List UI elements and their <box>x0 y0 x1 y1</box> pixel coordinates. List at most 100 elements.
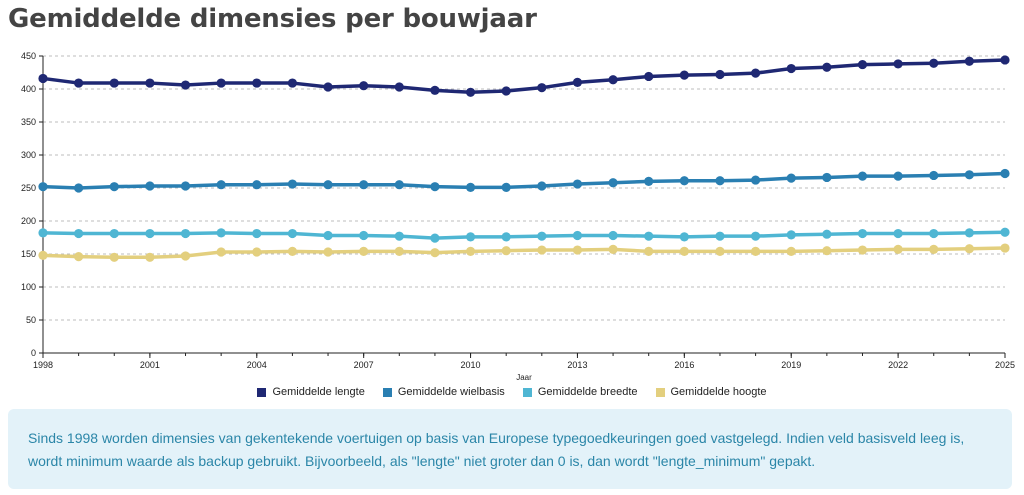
data-point[interactable] <box>964 170 974 180</box>
data-point[interactable] <box>323 180 333 190</box>
data-point[interactable] <box>1000 227 1010 237</box>
data-point[interactable] <box>109 182 119 192</box>
data-point[interactable] <box>608 230 618 241</box>
data-point[interactable] <box>145 78 155 88</box>
data-point[interactable] <box>109 228 119 239</box>
data-point[interactable] <box>252 180 262 190</box>
data-point[interactable] <box>216 180 226 190</box>
data-point[interactable] <box>644 231 654 241</box>
data-point[interactable] <box>465 232 476 242</box>
data-point[interactable] <box>679 176 689 186</box>
data-point[interactable] <box>252 228 262 239</box>
data-point[interactable] <box>644 176 654 186</box>
data-point[interactable] <box>74 183 84 193</box>
data-point[interactable] <box>180 251 191 261</box>
legend-item[interactable]: Gemiddelde hoogte <box>655 386 767 398</box>
data-point[interactable] <box>287 228 298 239</box>
data-point[interactable] <box>929 170 939 181</box>
data-point[interactable] <box>929 244 939 254</box>
data-point[interactable] <box>394 246 404 256</box>
data-point[interactable] <box>715 246 725 256</box>
data-point[interactable] <box>964 244 974 254</box>
data-point[interactable] <box>109 252 119 262</box>
data-point[interactable] <box>964 56 974 66</box>
data-point[interactable] <box>74 78 84 88</box>
data-point[interactable] <box>608 244 618 254</box>
data-point[interactable] <box>786 246 796 256</box>
data-point[interactable] <box>857 245 868 255</box>
data-point[interactable] <box>750 246 761 256</box>
data-point[interactable] <box>715 231 725 241</box>
data-point[interactable] <box>180 228 191 239</box>
data-point[interactable] <box>679 232 689 242</box>
data-point[interactable] <box>537 181 547 191</box>
data-point[interactable] <box>359 230 369 241</box>
data-point[interactable] <box>430 248 440 258</box>
data-point[interactable] <box>572 245 583 255</box>
data-point[interactable] <box>608 178 618 188</box>
data-point[interactable] <box>430 182 440 192</box>
data-point[interactable] <box>145 181 155 191</box>
data-point[interactable] <box>38 228 48 238</box>
data-point[interactable] <box>501 232 511 242</box>
data-point[interactable] <box>287 179 298 189</box>
data-point[interactable] <box>145 252 155 262</box>
data-point[interactable] <box>644 246 654 256</box>
data-point[interactable] <box>537 245 547 255</box>
data-point[interactable] <box>857 59 868 70</box>
data-point[interactable] <box>465 87 476 97</box>
data-point[interactable] <box>1000 55 1010 65</box>
data-point[interactable] <box>893 59 903 69</box>
data-point[interactable] <box>786 230 796 240</box>
data-point[interactable] <box>252 78 262 88</box>
legend-item[interactable]: Gemiddelde wielbasis <box>382 386 505 398</box>
data-point[interactable] <box>679 246 689 256</box>
data-point[interactable] <box>359 246 369 256</box>
data-point[interactable] <box>394 82 404 92</box>
data-point[interactable] <box>145 228 155 239</box>
data-point[interactable] <box>430 85 440 95</box>
data-point[interactable] <box>750 175 761 185</box>
data-point[interactable] <box>501 246 511 256</box>
data-point[interactable] <box>857 228 868 239</box>
data-point[interactable] <box>893 244 903 254</box>
data-point[interactable] <box>822 246 832 256</box>
data-point[interactable] <box>537 231 547 241</box>
data-point[interactable] <box>964 228 974 238</box>
data-point[interactable] <box>287 78 298 88</box>
data-point[interactable] <box>430 233 440 243</box>
data-point[interactable] <box>715 176 725 186</box>
data-point[interactable] <box>323 230 333 241</box>
data-point[interactable] <box>180 181 191 191</box>
data-point[interactable] <box>1000 168 1010 179</box>
data-point[interactable] <box>38 73 48 84</box>
data-point[interactable] <box>38 182 48 192</box>
legend-item[interactable]: Gemiddelde breedte <box>522 386 638 398</box>
data-point[interactable] <box>750 68 761 78</box>
data-point[interactable] <box>501 86 511 96</box>
data-point[interactable] <box>750 231 761 241</box>
data-point[interactable] <box>109 78 119 88</box>
data-point[interactable] <box>287 246 298 256</box>
data-point[interactable] <box>572 230 583 241</box>
data-point[interactable] <box>465 182 476 192</box>
data-point[interactable] <box>216 78 226 88</box>
data-point[interactable] <box>216 228 226 238</box>
data-point[interactable] <box>786 63 796 74</box>
data-point[interactable] <box>359 180 369 190</box>
data-point[interactable] <box>323 82 333 92</box>
data-point[interactable] <box>929 58 939 68</box>
data-point[interactable] <box>394 180 404 190</box>
data-point[interactable] <box>1000 243 1010 253</box>
data-point[interactable] <box>359 81 369 91</box>
data-point[interactable] <box>323 247 333 257</box>
data-point[interactable] <box>180 80 191 90</box>
data-point[interactable] <box>679 70 689 80</box>
data-point[interactable] <box>929 228 939 239</box>
data-point[interactable] <box>822 62 832 72</box>
data-point[interactable] <box>893 171 903 181</box>
data-point[interactable] <box>38 250 48 260</box>
data-point[interactable] <box>74 228 84 239</box>
data-point[interactable] <box>572 179 583 189</box>
data-point[interactable] <box>501 182 511 192</box>
